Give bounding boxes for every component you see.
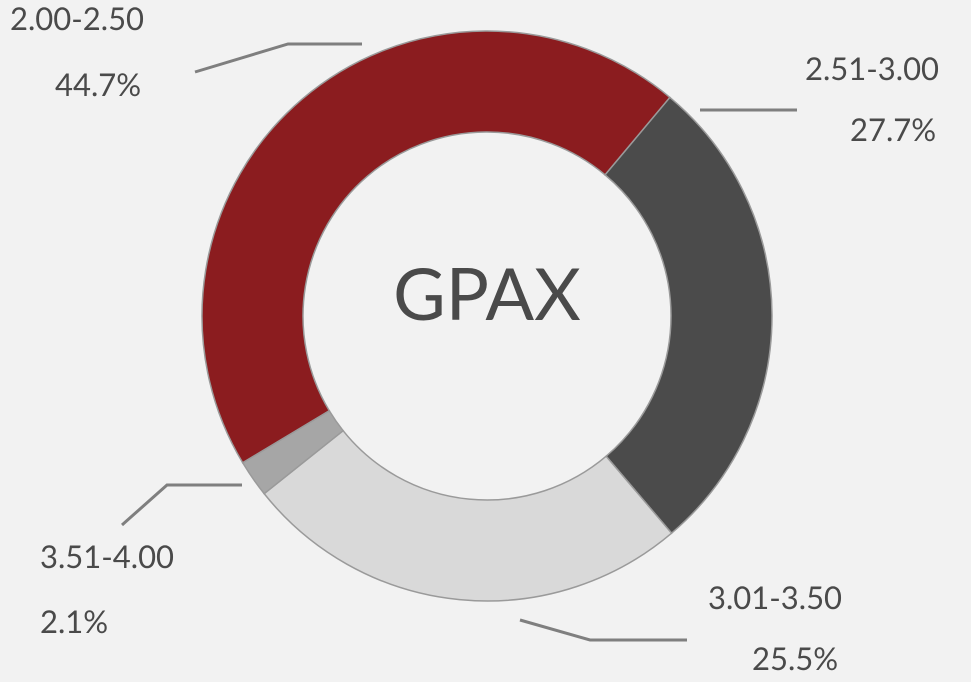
value-label: 2.1% bbox=[40, 602, 108, 640]
leader-line bbox=[519, 618, 687, 642]
category-label: 2.00-2.50 bbox=[10, 0, 144, 37]
slice bbox=[263, 429, 673, 602]
slice bbox=[241, 409, 345, 495]
value-label: 25.5% bbox=[752, 639, 838, 677]
category-label: 3.51-4.00 bbox=[40, 537, 174, 575]
value-label: 44.7% bbox=[55, 65, 141, 103]
slices bbox=[201, 30, 773, 602]
value-label: 27.7% bbox=[850, 110, 936, 148]
slice bbox=[604, 96, 773, 535]
center-title: GPAX bbox=[393, 250, 581, 336]
slice bbox=[201, 30, 671, 464]
category-label: 2.51-3.00 bbox=[805, 49, 939, 87]
leader-line bbox=[121, 483, 242, 527]
leader-line bbox=[194, 42, 362, 74]
category-label: 3.01-3.50 bbox=[708, 578, 842, 616]
